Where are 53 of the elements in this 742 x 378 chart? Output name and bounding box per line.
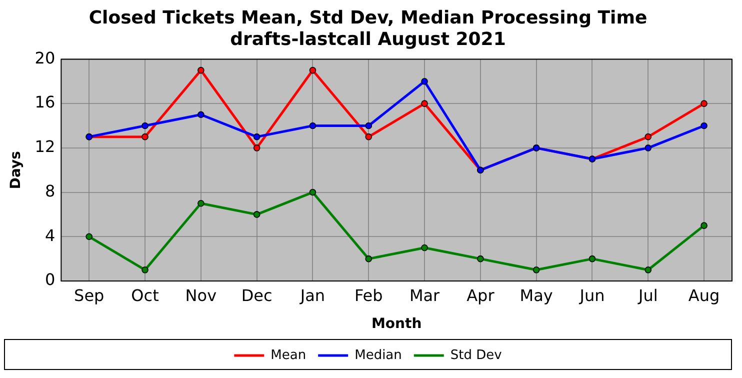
point — [700, 222, 708, 229]
legend-label: Std Dev — [450, 348, 502, 363]
y-axis-title: Days — [8, 151, 24, 190]
y-tick-label: 12 — [34, 137, 56, 156]
x-tick-label: Apr — [466, 286, 495, 305]
point — [588, 255, 596, 262]
point — [142, 266, 148, 274]
point — [421, 78, 428, 85]
y-tick-label: 20 — [34, 48, 56, 68]
point — [477, 255, 484, 262]
point — [309, 122, 316, 130]
y-tick-label: 8 — [44, 181, 56, 200]
point — [253, 144, 260, 152]
chart-subtitle: drafts-lastcall August 2021 — [230, 29, 506, 50]
point — [644, 144, 652, 152]
chart-title: Closed Tickets Mean, Std Dev, Median Processing Time — [88, 7, 648, 28]
x-tick-label: Jan — [299, 286, 326, 305]
point — [421, 244, 428, 252]
point — [421, 100, 428, 107]
point — [532, 266, 540, 274]
point — [700, 100, 708, 107]
x-tick-label: May — [520, 286, 553, 305]
x-tick-label: Oct — [131, 286, 159, 305]
x-tick-label: Jul — [637, 286, 658, 305]
legend-label: Mean — [270, 348, 306, 363]
x-tick-label: Dec — [241, 286, 272, 305]
point — [86, 233, 93, 240]
x-tick-label: Mar — [409, 286, 440, 305]
point — [309, 188, 316, 196]
point — [142, 133, 148, 140]
point — [198, 200, 204, 207]
x-tick-label: Nov — [185, 286, 217, 305]
point — [365, 122, 372, 130]
x-tick-label: Aug — [688, 286, 720, 305]
point — [198, 111, 204, 118]
legend-label: Median — [354, 348, 402, 363]
x-tick-label: Feb — [354, 286, 383, 305]
y-tick-label: 0 — [44, 270, 56, 290]
x-tick-label: Jun — [578, 286, 605, 305]
x-axis-title: Month — [371, 316, 422, 332]
point — [644, 266, 652, 274]
point — [644, 133, 652, 140]
y-tick-label: 16 — [34, 92, 56, 112]
point — [309, 66, 316, 74]
point — [253, 133, 260, 140]
point — [142, 122, 148, 130]
point — [198, 66, 204, 74]
y-tick-label: 4 — [44, 226, 56, 245]
point — [365, 255, 372, 262]
point — [365, 133, 372, 140]
point — [253, 211, 260, 218]
x-tick-label: Sep — [74, 286, 104, 305]
point — [700, 122, 708, 130]
